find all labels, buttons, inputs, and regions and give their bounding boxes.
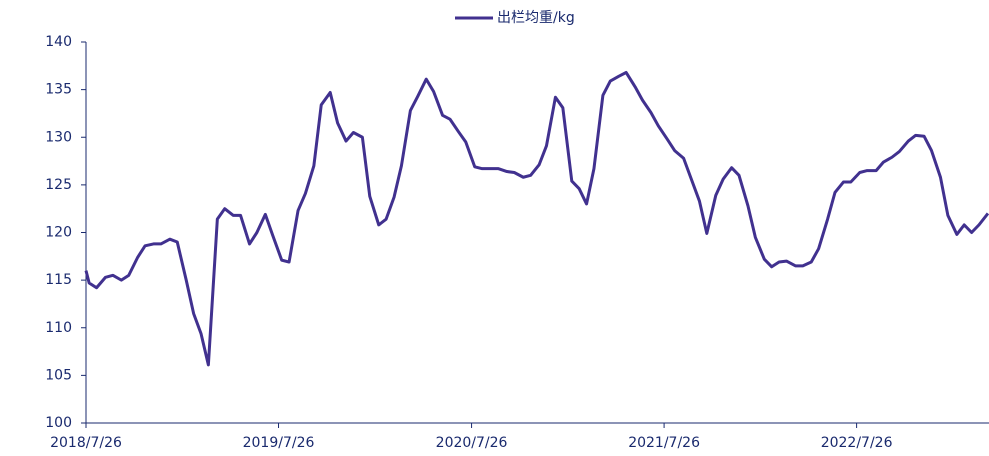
y-tick-label: 100 [45,415,72,431]
y-tick-label: 115 [45,272,72,288]
x-tick-label: 2021/7/26 [628,435,700,451]
y-tick-label: 105 [45,367,72,383]
y-tick-label: 110 [45,320,72,336]
x-tick-label: 2018/7/26 [50,435,122,451]
legend-label: 出栏均重/kg [497,10,575,26]
data-line [84,70,989,367]
y-tick-label: 120 [45,225,72,241]
x-tick-label: 2022/7/26 [821,435,893,451]
y-tick-label: 125 [45,177,72,193]
y-tick-label: 135 [45,82,72,98]
x-tick-label: 2019/7/26 [243,435,315,451]
y-tick-label: 130 [45,129,72,145]
x-tick-label: 2020/7/26 [436,435,508,451]
y-tick-label: 140 [45,34,72,50]
